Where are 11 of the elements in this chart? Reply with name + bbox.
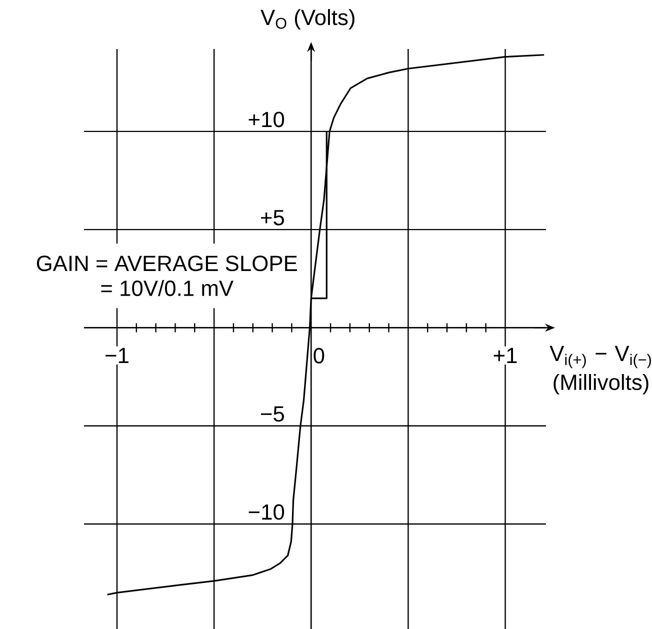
annotation: = 10V/0.1 mV <box>101 280 234 296</box>
y-tick-label: −5 <box>261 406 284 422</box>
x-axis-title: V$_{i(+)}$ − V$_{i(−)}$ (Millivolts) <box>550 346 651 394</box>
x-tick-label: −1 <box>106 348 128 363</box>
annotation: GAIN = AVERAGE SLOPE <box>36 256 297 272</box>
y-tick-label: +10 <box>248 112 284 128</box>
y-axis-title: V$_{O}$ (Volts) <box>260 9 354 30</box>
y-tick-label: +5 <box>261 210 284 226</box>
x-tick-label: +1 <box>494 348 517 363</box>
x-tick-label: 0 <box>314 348 324 364</box>
y-tick-label: −10 <box>248 504 284 520</box>
